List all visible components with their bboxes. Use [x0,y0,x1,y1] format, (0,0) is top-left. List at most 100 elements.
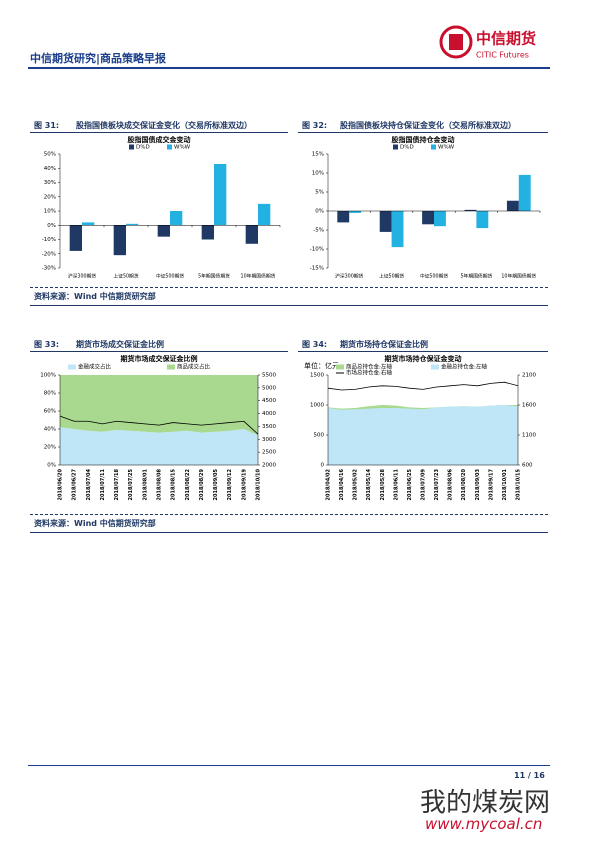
x-tick-label: 2018/08/20 [461,468,467,500]
y2-tick-label: 1600 [522,403,536,409]
page-number: 11 / 16 [514,771,545,780]
rule [30,532,548,533]
legend-label: D%D [136,145,150,151]
x-tick-label: 2018/07/04 [86,468,92,500]
x-tick-label: 沪深300期货 [335,273,364,280]
legend-label: 金融总持仓金:左轴 [441,363,487,371]
bar [518,174,531,211]
header-title: 中信期货研究|商品策略早报 [30,52,167,65]
legend-swatch [129,144,134,150]
header-rule [28,67,550,69]
rule [30,514,548,515]
legend-swatch [431,364,439,370]
legend-swatch [167,364,175,370]
bar [245,225,258,244]
logo-en: CITIC Futures [476,51,529,60]
y-tick-label: 10% [44,209,56,215]
bar [476,211,489,229]
y-tick-label: 60% [44,409,56,415]
fig-label: 图 33: [34,340,60,349]
bar [349,211,362,213]
y-tick-label: 50% [44,152,56,158]
logo-cn: 中信期货 [476,30,536,48]
x-tick-label: 2018/06/27 [72,468,78,500]
x-tick-label: 2018/09/17 [488,468,494,500]
y-tick-label: 20% [44,194,56,200]
bar [506,200,519,211]
fig-label: 图 34: [302,340,328,349]
x-tick-label: 2018/05/14 [366,468,372,500]
y-tick-label: 40% [44,427,56,433]
bar [258,203,271,226]
y-tick-label: -5% [313,228,324,234]
fig-title: 股指国债板块持仓保证金变化（交易所标准双边） [340,121,516,130]
x-tick-label: 2018/05/02 [353,468,359,500]
x-tick-label: 2018/10/15 [516,468,522,500]
rule [30,351,288,352]
x-tick-label: 2018/07/11 [100,468,106,500]
area [60,375,258,436]
y-tick-label: 0% [47,463,56,469]
x-tick-label: 2018/04/16 [339,468,345,500]
x-tick-label: 沪深300期货 [68,273,97,280]
y-tick-label: 5% [315,190,324,196]
chart-title: 期货市场成交保证金比例 [121,354,198,363]
x-tick-label: 2018/09/05 [213,468,219,500]
x-tick-label: 上证50期货 [113,273,138,280]
y2-tick-label: 2500 [262,450,276,456]
watermark-url: www.mycoal.cn [425,815,543,833]
bar [379,211,392,232]
x-tick-label: 2018/04/02 [326,468,332,500]
legend-swatch [336,364,344,370]
y-tick-label: 15% [312,152,324,158]
legend-swatch [431,144,436,150]
y-tick-label: -15% [310,266,324,272]
x-tick-label: 5年期国债期货 [460,273,492,280]
y-tick-label: 1000 [310,403,324,409]
fig-label: 图 31: [34,121,60,130]
y2-tick-label: 5500 [262,373,276,379]
unit: 单位：亿元 [304,361,339,370]
x-tick-label: 2018/07/23 [434,468,440,500]
y2-tick-label: 2100 [522,373,536,379]
footer-rule [28,765,550,766]
legend-label: W%W [438,145,455,151]
x-tick-label: 10年期国债期货 [501,273,536,280]
x-tick-label: 中证500期货 [420,273,449,280]
bar [113,225,126,256]
y2-tick-label: 5000 [262,385,276,391]
rule [298,351,548,352]
x-tick-label: 2018/08/29 [199,468,205,500]
chart-title: 期货市场持仓保证金变动 [385,354,462,363]
y-tick-label: 500 [314,433,325,439]
bar [464,209,477,211]
line [59,415,259,435]
chart-title: 股指国债成交金变动 [127,135,191,144]
y-tick-label: 100% [40,373,56,379]
watermark: 我的煤炭网 [420,788,551,818]
y-tick-label: 30% [44,180,56,186]
x-tick-label: 中证500期货 [156,273,185,280]
bar [126,223,139,226]
legend-label: 市场总持仓金:右轴 [346,369,392,377]
x-tick-label: 2018/06/11 [393,468,399,500]
x-tick-label: 2018/08/06 [448,468,454,500]
bar [201,225,214,240]
x-tick-label: 2018/08/15 [171,468,177,500]
x-tick-label: 2018/09/12 [227,468,233,500]
line [327,381,519,391]
y-tick-label: -30% [42,266,56,272]
x-tick-label: 2018/07/18 [114,468,120,500]
legend-label: 商品成交占比 [177,363,211,371]
x-tick-label: 2018/10/01 [502,468,508,500]
bar [422,211,434,225]
y-tick-label: 0% [47,223,56,229]
fig-title: 股指国债板块成交保证金变化（交易所标准双边） [76,121,252,130]
legend-label: W%W [174,145,191,151]
y-tick-label: 1500 [310,373,324,379]
x-tick-label: 10年期国债期货 [241,273,276,280]
fig-label: 图 32: [302,121,328,130]
